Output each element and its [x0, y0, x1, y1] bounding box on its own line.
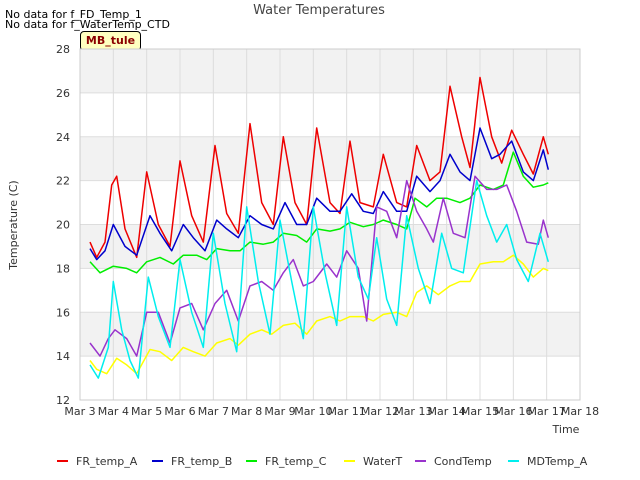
x-tick-label: Mar 17	[528, 405, 566, 418]
background-band	[80, 49, 580, 93]
series-line-condtemp	[89, 175, 550, 357]
y-tick-label: 28	[56, 43, 70, 56]
y-tick-label: 24	[56, 131, 70, 144]
legend-label: FR_temp_B	[171, 455, 232, 468]
x-tick-label: Mar 4	[98, 405, 129, 418]
y-tick-label: 12	[56, 394, 70, 407]
x-tick-label: Mar 18	[561, 405, 599, 418]
series-line-fr-temp-a	[89, 76, 550, 259]
legend-label: WaterT	[363, 455, 403, 468]
series-line-fr-temp-b	[89, 127, 550, 261]
x-tick-label: Mar 3	[64, 405, 95, 418]
series-line-fr-temp-c	[89, 151, 549, 274]
background-band	[80, 312, 580, 357]
series-line-mdtemp-a	[89, 179, 550, 379]
y-tick-label: 20	[56, 219, 70, 232]
x-tick-label: Mar 7	[198, 405, 229, 418]
no-data-note-2: No data for f_WaterTemp_CTD	[5, 18, 170, 31]
x-axis-label: Time	[552, 423, 580, 436]
x-tick-label: Mar 15	[461, 405, 499, 418]
legend-label: FR_temp_C	[265, 455, 327, 468]
y-tick-label: 22	[56, 175, 70, 188]
x-tick-label: Mar 8	[231, 405, 262, 418]
x-tick-label: Mar 13	[394, 405, 432, 418]
background-band	[80, 356, 580, 400]
plot-frame	[79, 48, 581, 401]
x-tick-label: Mar 5	[131, 405, 162, 418]
y-axis-label: Temperature (C)	[7, 180, 20, 270]
x-tick-label: Mar 9	[264, 405, 295, 418]
x-tick-label: Mar 6	[164, 405, 195, 418]
background-band	[80, 268, 580, 313]
background-band	[80, 136, 580, 181]
legend-label: CondTemp	[434, 455, 492, 468]
background-band	[80, 92, 580, 137]
legend-label: FR_temp_A	[76, 455, 138, 468]
site-label-badge: MB_tule	[80, 31, 141, 51]
y-tick-label: 14	[56, 350, 70, 363]
series-line-watert	[89, 254, 549, 375]
x-tick-label: Mar 14	[428, 405, 466, 418]
x-tick-label: Mar 12	[361, 405, 399, 418]
legend-label: MDTemp_A	[527, 455, 588, 468]
y-tick-label: 18	[56, 262, 70, 275]
x-tick-label: Mar 11	[328, 405, 366, 418]
x-tick-label: Mar 16	[494, 405, 532, 418]
y-tick-label: 16	[56, 306, 70, 319]
chart-title: Water Temperatures	[253, 3, 385, 18]
y-tick-label: 26	[56, 87, 70, 100]
x-tick-label: Mar 10	[294, 405, 332, 418]
no-data-note-1: No data for f_FD_Temp_1	[5, 8, 142, 21]
